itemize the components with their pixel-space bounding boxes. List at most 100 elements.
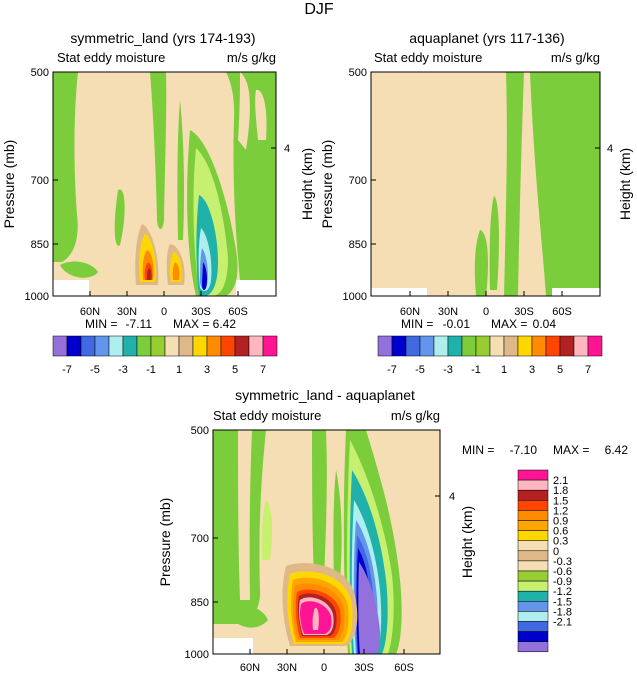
panel-difference: symmetric_land - aquaplanet Stat eddy mo… [157, 387, 628, 674]
colorbar-swatch [419, 335, 435, 357]
height-axis-title: Height (km) [617, 148, 633, 220]
pressure-tick-label: 850 [349, 239, 367, 251]
colorbar-swatch [517, 570, 549, 582]
pressure-tick-label: 1000 [343, 291, 367, 303]
pressure-tick-label: 700 [191, 533, 209, 545]
colorbar-tick-label: -1.2 [553, 586, 572, 598]
contour-region [228, 605, 268, 628]
panel-3-max-label: MAX = [553, 443, 589, 457]
colorbar-tick-label: -3 [118, 364, 128, 376]
pressure-tick-label: 850 [31, 239, 49, 251]
colorbar-swatch [447, 335, 463, 357]
colorbar-swatch [517, 510, 549, 521]
colorbar-tick-label: 0.3 [553, 536, 568, 548]
colorbar-tick-label: 3 [529, 364, 535, 376]
contour-region [358, 562, 380, 654]
colorbar-tick-label: -5 [90, 364, 100, 376]
pressure-tick-label: 500 [349, 67, 367, 79]
colorbar-swatch [531, 335, 547, 357]
panel-1-masked-surface [53, 280, 89, 296]
panel-1-title: symmetric_land (yrs 174-193) [70, 30, 255, 46]
colorbar-tick-label: -0.3 [553, 556, 572, 568]
contour-region [147, 268, 152, 280]
height-tick-label: 4 [607, 143, 613, 155]
colorbar-swatch [559, 335, 575, 357]
colorbar-swatch [517, 540, 549, 552]
panel-2-max-label: MAX = [491, 317, 527, 331]
latitude-tick-label: 0 [161, 306, 167, 318]
colorbar-tick-label: 1 [176, 364, 182, 376]
contour-region [504, 72, 524, 296]
panel-2-plot-area [370, 71, 601, 297]
colorbar-tick-label: 5 [557, 364, 563, 376]
colorbar-tick-label: -1 [146, 364, 156, 376]
panel-3-variable: Stat eddy moisture [213, 408, 321, 423]
pressure-axis-title: Pressure (mb) [157, 498, 173, 587]
colorbar-swatch [587, 335, 603, 357]
colorbar-tick-label: -0.6 [553, 566, 572, 578]
panel-1-units: m/s g/kg [227, 50, 276, 65]
contour-region [202, 262, 207, 291]
colorbar-swatch [220, 335, 236, 357]
colorbar-swatch [517, 500, 549, 511]
colorbar-tick-label: 2.1 [553, 475, 568, 487]
colorbar-swatch [206, 335, 222, 357]
colorbar-tick-label: -7 [62, 364, 72, 376]
panel-symmetric-land: symmetric_land (yrs 174-193) Stat eddy m… [1, 30, 315, 331]
pressure-tick-label: 700 [349, 175, 367, 187]
height-tick-label: 4 [284, 143, 290, 155]
pressure-tick-label: 850 [191, 597, 209, 609]
latitude-tick-label: 30N [117, 306, 137, 318]
pressure-tick-label: 1000 [185, 649, 209, 661]
panel-2-min-value: -0.01 [443, 317, 471, 331]
latitude-tick-label: 60N [240, 662, 260, 674]
height-axis-title: Height (km) [459, 506, 475, 578]
colorbar-tick-label: 0 [553, 546, 559, 558]
panel-2-axis-ticks [371, 147, 600, 296]
colorbar-swatch [517, 335, 533, 357]
pressure-tick-label: 500 [31, 67, 49, 79]
colorbar-swatch [192, 335, 208, 357]
latitude-tick-label: 60S [552, 306, 572, 318]
colorbar-swatch [489, 335, 505, 357]
colorbar-swatch [178, 335, 194, 357]
latitude-tick-label: 30N [438, 306, 458, 318]
panel-3-min-label: MIN = [462, 443, 494, 457]
contour-region [489, 196, 499, 290]
colorbar-tick-label: 5 [232, 364, 238, 376]
colorbar-swatch [517, 469, 549, 481]
colorbar-swatch [391, 335, 407, 357]
contour-region [261, 500, 273, 560]
panel-3-units: m/s g/kg [391, 408, 440, 423]
colorbar-swatch [517, 631, 549, 642]
colorbar-tick-label: -7 [387, 364, 397, 376]
colorbar-swatch [517, 611, 549, 622]
colorbar-swatch [517, 479, 549, 491]
panel-2-units: m/s g/kg [551, 50, 600, 65]
panel-1-plot-area [52, 71, 277, 297]
latitude-tick-label: 30N [277, 662, 297, 674]
colorbar-swatch [248, 335, 264, 357]
colorbar-swatch [66, 335, 82, 357]
colorbar-tick-label: -3 [443, 364, 453, 376]
colorbar-tick-label: -2.1 [553, 617, 572, 629]
colorbar-swatch [80, 335, 96, 357]
contour-region [530, 72, 600, 296]
colorbar-swatch [503, 335, 519, 357]
panel-2-variable: Stat eddy moisture [374, 50, 482, 65]
contour-region [53, 72, 112, 262]
latitude-tick-label: 60S [394, 662, 414, 674]
colorbar-tick-label: -5 [415, 364, 425, 376]
colorbar-swatch [108, 335, 124, 357]
contour-region [312, 430, 327, 584]
colorbar-swatch [150, 335, 166, 357]
latitude-tick-label: 0 [483, 306, 489, 318]
contour-region [255, 89, 267, 140]
colorbar-tick-label: -1.5 [553, 596, 572, 608]
contour-region [114, 189, 125, 246]
colorbar-tick-label: -1 [471, 364, 481, 376]
colorbar-tick-label: 0.6 [553, 526, 568, 538]
colorbar-swatch [517, 601, 549, 612]
colorbar-tick-label: 0.9 [553, 516, 568, 528]
